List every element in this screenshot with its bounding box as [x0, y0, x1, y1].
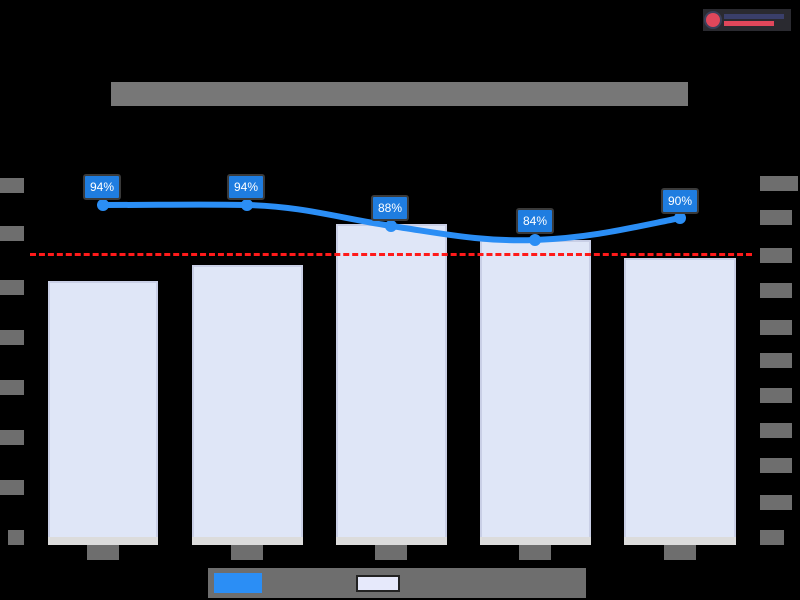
data-label: 84% [515, 208, 555, 234]
logo-wordmark-bottom [724, 21, 774, 26]
data-point [385, 220, 397, 232]
chart-legend [208, 568, 586, 598]
bar-5 [624, 258, 736, 537]
right-axis-tick [760, 458, 792, 473]
legend-swatch-bar [356, 574, 400, 592]
right-axis-tick [760, 495, 792, 510]
bar-2 [192, 265, 303, 537]
legend-label-line [262, 576, 350, 590]
legend-label-bar [400, 576, 586, 590]
bar-shadow [48, 537, 158, 545]
bar-3 [336, 224, 447, 537]
x-axis-label [664, 545, 696, 560]
data-label: 88% [370, 195, 410, 221]
target-reference-line [30, 253, 752, 256]
data-point [674, 212, 686, 224]
data-point [241, 199, 253, 211]
right-axis-tick [760, 283, 792, 298]
chart-title [111, 82, 688, 106]
left-axis-tick [0, 226, 24, 241]
right-axis-tick [760, 530, 784, 545]
right-axis-tick [760, 210, 792, 225]
bar-shadow [192, 537, 303, 545]
left-axis-tick [0, 280, 24, 295]
x-axis-label [375, 545, 407, 560]
bar-shadow [480, 537, 591, 545]
data-label: 90% [660, 188, 700, 214]
right-axis-tick [760, 248, 792, 263]
x-axis-label [87, 545, 119, 560]
right-axis-tick [760, 320, 792, 335]
data-point [529, 234, 541, 246]
x-axis-label [519, 545, 551, 560]
data-point [97, 199, 109, 211]
right-axis-tick [760, 353, 792, 368]
bar-shadow [624, 537, 736, 545]
left-axis-tick [8, 530, 24, 545]
left-axis-tick [0, 178, 24, 193]
left-axis-tick [0, 430, 24, 445]
right-axis-tick [760, 423, 792, 438]
left-axis-tick [0, 380, 24, 395]
logo-wordmark-top [724, 14, 784, 19]
right-axis-tick [760, 388, 792, 403]
bar-4 [480, 240, 591, 537]
bar-shadow [336, 537, 447, 545]
right-axis-tick [760, 176, 798, 191]
data-label: 94% [82, 174, 122, 200]
left-axis-tick [0, 330, 24, 345]
data-label: 94% [226, 174, 266, 200]
legend-swatch-line [214, 573, 262, 593]
brand-logo [703, 9, 791, 31]
left-axis-tick [0, 480, 24, 495]
bar-1 [48, 281, 158, 537]
x-axis-label [231, 545, 263, 560]
globe-icon [706, 13, 720, 27]
